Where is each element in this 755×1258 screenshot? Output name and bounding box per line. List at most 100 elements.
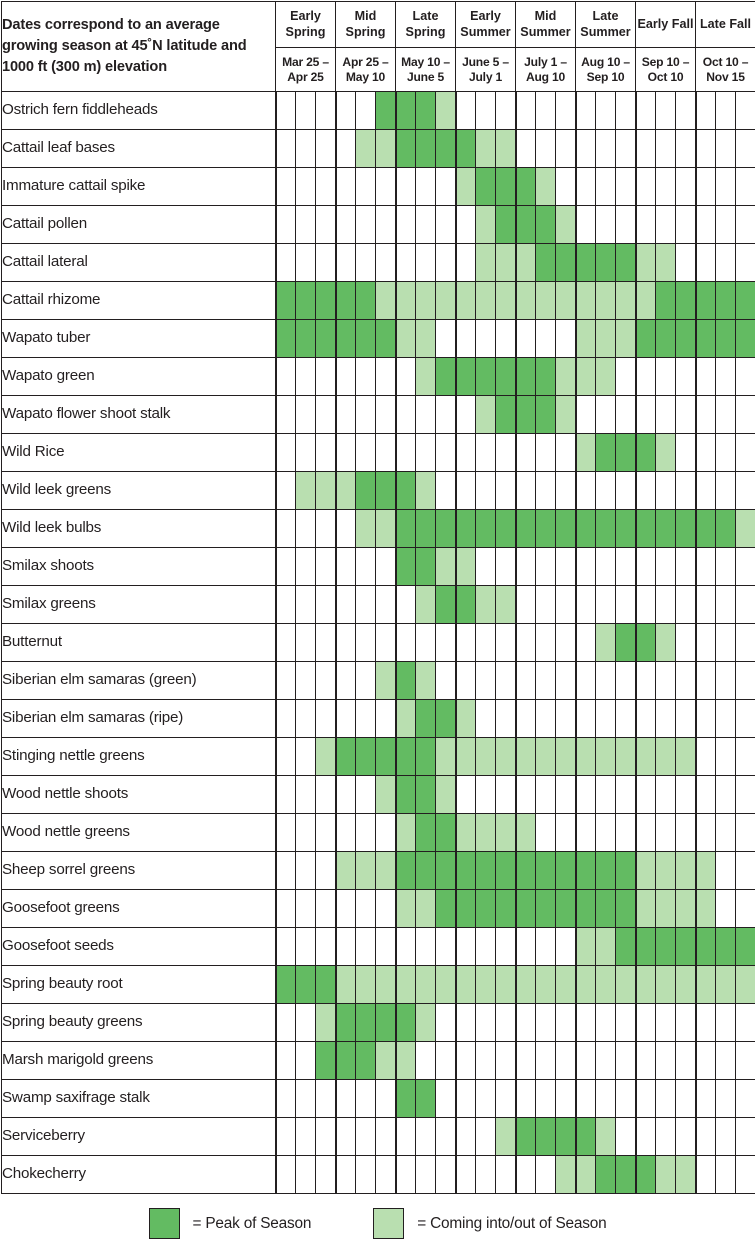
harvest-cell xyxy=(736,168,755,206)
harvest-cell xyxy=(736,1042,755,1080)
table-row: Wapato green xyxy=(2,358,755,396)
harvest-cell xyxy=(456,1156,476,1194)
season-name-7: Early Fall xyxy=(636,2,696,48)
harvest-cell xyxy=(396,320,416,358)
harvest-cell xyxy=(316,586,336,624)
harvest-cell xyxy=(376,510,396,548)
harvest-cell xyxy=(536,548,556,586)
harvest-cell xyxy=(496,510,516,548)
harvest-cell xyxy=(396,1042,416,1080)
harvest-cell xyxy=(436,928,456,966)
harvest-cell xyxy=(576,1080,596,1118)
harvest-cell xyxy=(396,168,416,206)
harvest-cell xyxy=(556,282,576,320)
harvest-cell xyxy=(356,738,376,776)
harvest-cell xyxy=(516,966,536,1004)
harvest-cell xyxy=(616,852,636,890)
harvest-cell xyxy=(396,396,416,434)
harvest-cell xyxy=(676,168,696,206)
harvest-cell xyxy=(736,662,755,700)
harvest-cell xyxy=(496,130,516,168)
harvest-cell xyxy=(476,358,496,396)
harvest-cell xyxy=(456,738,476,776)
harvest-cell xyxy=(676,130,696,168)
harvest-cell xyxy=(316,852,336,890)
harvest-cell xyxy=(616,358,636,396)
row-label: Wood nettle shoots xyxy=(2,776,276,814)
harvest-cell xyxy=(696,586,716,624)
harvest-cell xyxy=(596,1004,616,1042)
harvest-cell xyxy=(356,1156,376,1194)
harvest-cell xyxy=(636,244,656,282)
harvest-cell xyxy=(576,472,596,510)
table-row: Cattail leaf bases xyxy=(2,130,755,168)
harvest-cell xyxy=(356,624,376,662)
harvest-cell xyxy=(536,130,556,168)
harvest-cell xyxy=(536,358,556,396)
harvest-cell xyxy=(656,548,676,586)
harvest-cell xyxy=(336,738,356,776)
harvest-cell xyxy=(296,1004,316,1042)
row-label: Wapato green xyxy=(2,358,276,396)
harvest-cell xyxy=(436,510,456,548)
harvest-cell xyxy=(696,168,716,206)
harvest-cell xyxy=(376,396,396,434)
harvest-cell xyxy=(456,510,476,548)
harvest-cell xyxy=(696,814,716,852)
harvest-cell xyxy=(616,168,636,206)
harvest-cell xyxy=(716,206,736,244)
harvest-cell xyxy=(576,282,596,320)
harvest-cell xyxy=(496,662,516,700)
harvest-cell xyxy=(376,358,396,396)
harvest-cell xyxy=(356,244,376,282)
row-label: Goosefoot greens xyxy=(2,890,276,928)
harvest-cell xyxy=(296,358,316,396)
harvest-cell xyxy=(736,1118,755,1156)
harvest-cell xyxy=(336,928,356,966)
harvest-cell xyxy=(496,1118,516,1156)
harvest-cell xyxy=(716,244,736,282)
harvest-cell xyxy=(496,928,516,966)
harvest-cell xyxy=(516,1118,536,1156)
harvest-cell xyxy=(456,662,476,700)
harvest-cell xyxy=(596,586,616,624)
harvest-cell xyxy=(636,130,656,168)
harvest-cell xyxy=(456,358,476,396)
harvest-cell xyxy=(696,662,716,700)
harvest-cell xyxy=(656,396,676,434)
row-label: Cattail leaf bases xyxy=(2,130,276,168)
harvest-cell xyxy=(276,206,296,244)
harvest-cell xyxy=(596,434,616,472)
harvest-cell xyxy=(476,700,496,738)
table-row: Marsh marigold greens xyxy=(2,1042,755,1080)
harvest-cell xyxy=(456,814,476,852)
harvest-cell xyxy=(616,510,636,548)
harvest-cell xyxy=(416,814,436,852)
harvest-cell xyxy=(376,434,396,472)
harvest-cell xyxy=(676,434,696,472)
harvest-cell xyxy=(576,130,596,168)
harvest-cell xyxy=(496,1080,516,1118)
harvest-cell xyxy=(616,434,636,472)
harvest-cell xyxy=(356,1118,376,1156)
legend-item-shoulder: = Coming into/out of Season xyxy=(373,1208,606,1239)
harvest-cell xyxy=(316,1042,336,1080)
harvest-cell xyxy=(316,434,336,472)
table-row: Spring beauty greens xyxy=(2,1004,755,1042)
harvest-cell xyxy=(356,890,376,928)
harvest-cell xyxy=(276,624,296,662)
harvest-cell xyxy=(416,624,436,662)
harvest-cell xyxy=(616,814,636,852)
harvest-cell xyxy=(556,586,576,624)
harvest-cell xyxy=(396,928,416,966)
harvest-cell xyxy=(496,434,516,472)
harvest-cell xyxy=(536,624,556,662)
harvest-cell xyxy=(296,282,316,320)
harvest-cell xyxy=(716,624,736,662)
harvest-cell xyxy=(456,776,476,814)
harvest-cell xyxy=(376,624,396,662)
harvest-cell xyxy=(316,244,336,282)
harvest-cell xyxy=(716,510,736,548)
harvest-cell xyxy=(296,586,316,624)
harvest-cell xyxy=(516,358,536,396)
